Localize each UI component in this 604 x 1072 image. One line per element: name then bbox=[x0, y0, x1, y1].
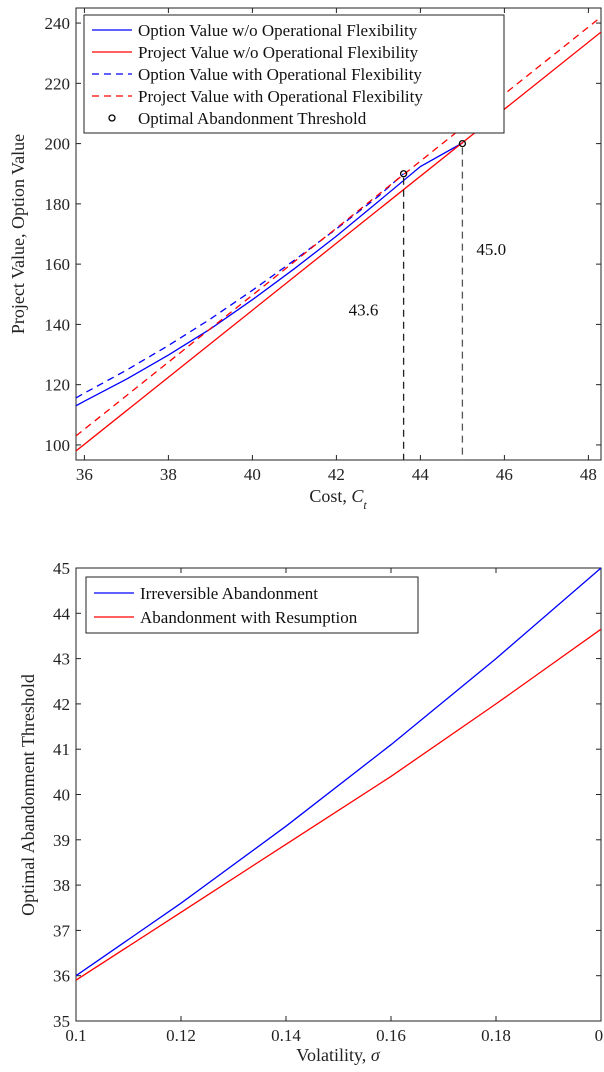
series-line bbox=[76, 16, 601, 437]
x-tick-label: 48 bbox=[580, 465, 597, 484]
y-tick-label: 43 bbox=[53, 650, 70, 669]
x-tick-label: 0.18 bbox=[481, 1026, 511, 1045]
y-tick-label: 200 bbox=[45, 135, 71, 154]
y-tick-label: 140 bbox=[45, 315, 71, 334]
series-line bbox=[76, 628, 601, 981]
threshold-annotation: 45.0 bbox=[476, 240, 506, 259]
chart-top: 36 38 40 42 44 46 48 100 120 140 160 180 200 220 240 4… bbox=[8, 7, 602, 512]
legend-label: Optimal Abandonment Threshold bbox=[138, 109, 367, 128]
threshold-annotation: 43.6 bbox=[349, 300, 379, 319]
x-tick-label: 0.14 bbox=[271, 1026, 301, 1045]
threshold-marker bbox=[458, 139, 467, 148]
legend-marker bbox=[108, 114, 116, 122]
y-tick-label: 180 bbox=[45, 195, 71, 214]
y-axis-label: Project Value, Option Value bbox=[8, 134, 28, 334]
y-tick-label: 40 bbox=[53, 786, 70, 805]
legend-box bbox=[85, 576, 419, 634]
x-tick-label: 0.16 bbox=[376, 1026, 406, 1045]
x-tick-label: 40 bbox=[244, 465, 261, 484]
x-tick-label: 0. bbox=[595, 1026, 604, 1045]
legend-label: Option Value w/o Operational Flexibility bbox=[138, 21, 418, 40]
y-tick-label: 36 bbox=[53, 967, 70, 986]
threshold-marker bbox=[399, 170, 408, 178]
y-tick-label: 39 bbox=[53, 831, 70, 850]
legend-label: Option Value with Operational Flexibilit… bbox=[138, 65, 422, 84]
legend-label: Irreversible Abandonment bbox=[140, 584, 318, 603]
x-tick-label: 38 bbox=[160, 465, 177, 484]
legend-label: Project Value w/o Operational Flexibilit… bbox=[138, 43, 419, 62]
y-tick-label: 37 bbox=[53, 921, 71, 940]
legend-label: Project Value with Operational Flexibili… bbox=[138, 87, 423, 106]
series-line bbox=[76, 568, 601, 977]
y-tick-label: 42 bbox=[53, 695, 70, 714]
y-tick-label: 35 bbox=[53, 1012, 70, 1031]
y-tick-label: 160 bbox=[45, 255, 71, 274]
y-tick-label: 120 bbox=[45, 376, 71, 395]
x-tick-label: 36 bbox=[76, 465, 93, 484]
x-tick-label: 46 bbox=[496, 465, 513, 484]
y-tick-label: 240 bbox=[45, 14, 71, 33]
legend: Irreversible Abandonment Abandonment with… bbox=[85, 576, 419, 634]
x-tick-label: 44 bbox=[412, 465, 430, 484]
y-tick-label: 41 bbox=[53, 740, 70, 759]
series-line bbox=[76, 31, 601, 452]
legend-label: Abandonment with Resumption bbox=[140, 608, 358, 627]
series-line bbox=[76, 142, 463, 407]
x-axis-label: Cost, Ct bbox=[309, 486, 367, 512]
y-tick-label: 44 bbox=[53, 604, 71, 623]
x-tick-label: 0.12 bbox=[166, 1026, 196, 1045]
y-tick-label: 38 bbox=[53, 876, 70, 895]
series-line bbox=[76, 173, 405, 399]
y-tick-label: 45 bbox=[53, 559, 70, 578]
y-tick-label: 100 bbox=[45, 436, 71, 455]
legend: Option Value w/o Operational Flexibility… bbox=[83, 14, 505, 134]
legend-box bbox=[83, 14, 505, 134]
x-axis-label: Volatility, σ bbox=[296, 1045, 381, 1065]
x-tick-label: 0.1 bbox=[65, 1026, 86, 1045]
y-axis-label: Optimal Abandonment Threshold bbox=[18, 674, 38, 916]
x-tick-label: 42 bbox=[328, 465, 345, 484]
y-tick-label: 220 bbox=[45, 74, 71, 93]
chart-bottom: 0.1 0.12 0.14 0.16 0.18 0. 35 36 37 38 39 40 41 42 43 4… bbox=[18, 559, 604, 1065]
